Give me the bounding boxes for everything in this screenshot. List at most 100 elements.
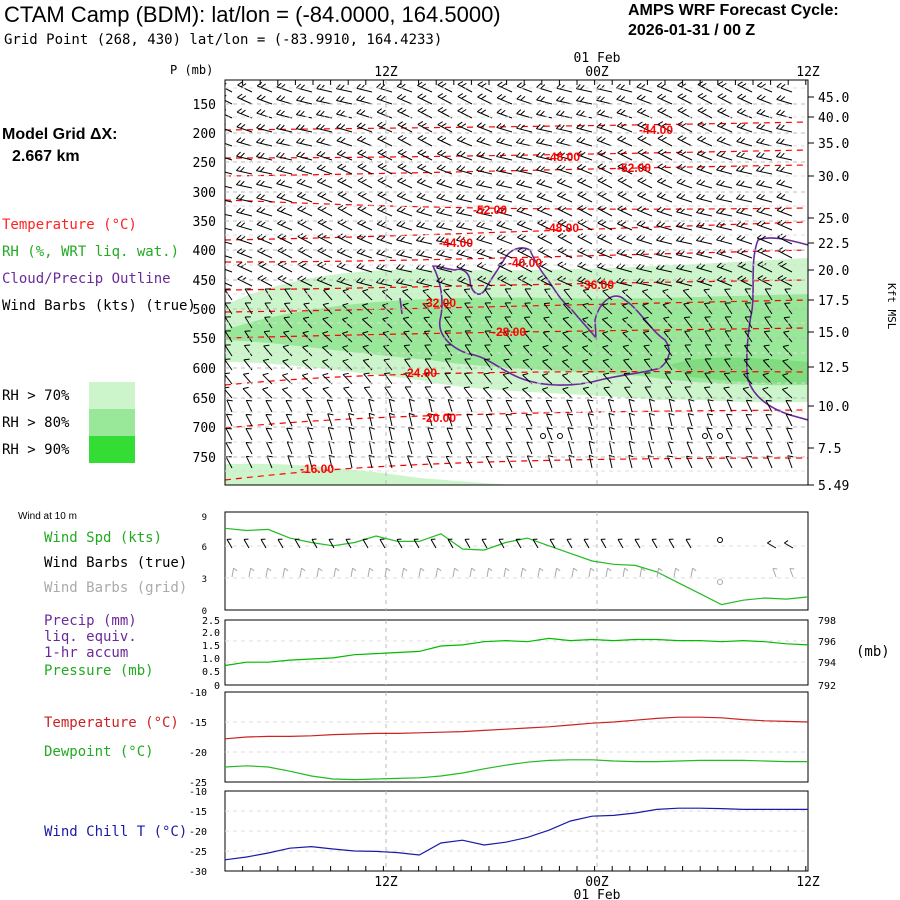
barb-flag (516, 94, 522, 100)
barb-flag (479, 166, 485, 172)
barb-staff (696, 253, 713, 259)
barb-flag (724, 288, 731, 290)
wind-barb (636, 94, 653, 105)
barb-flag (725, 330, 731, 332)
wind-barb (724, 330, 733, 343)
barb-flag (684, 386, 691, 388)
barb-flag (629, 426, 635, 430)
wind-barb (465, 441, 473, 455)
surface-wind-barb (396, 538, 403, 549)
barb-flag (465, 441, 472, 444)
surface-wind-barb (600, 538, 607, 549)
barb-staff (476, 140, 493, 147)
barb-flag (640, 250, 645, 256)
barb-flag (780, 96, 786, 101)
isotherm-label: -48.00 (546, 150, 580, 164)
barb-staff (328, 539, 335, 549)
barb-staff (656, 225, 673, 231)
barb-staff (736, 155, 753, 161)
barb-staff (477, 278, 493, 287)
wind-barb (597, 177, 613, 189)
pressure-tick-label: 450 (193, 274, 216, 289)
barb-staff (437, 138, 453, 147)
barb-staff (256, 127, 273, 133)
barb-flag (340, 235, 347, 240)
barb-staff (402, 304, 413, 315)
isotherm-line (225, 199, 808, 210)
barb-staff (562, 360, 573, 371)
barb-flag (776, 95, 782, 100)
barb-staff (764, 288, 773, 301)
barb-flag (539, 152, 545, 158)
barb-staff (447, 539, 454, 549)
barb-flag (266, 455, 273, 458)
wind-barb (302, 359, 313, 371)
barb-flag (608, 426, 615, 430)
barb-flag (328, 427, 335, 430)
barb-flag (520, 110, 526, 116)
barb-flag (295, 110, 301, 115)
wind-barb (535, 138, 553, 147)
barb-flag (465, 344, 471, 346)
barb-flag (622, 330, 629, 334)
barb-staff (664, 345, 673, 357)
barb-flag (636, 82, 642, 88)
barb-staff (704, 344, 713, 357)
barb-staff (516, 223, 533, 231)
barb-staff (582, 346, 593, 357)
barb-flag (767, 540, 772, 544)
barb-flag (700, 123, 707, 128)
wind-barb (377, 121, 393, 133)
wind-barb (342, 372, 353, 385)
barb-flag (716, 165, 722, 171)
wind-barb (417, 135, 433, 147)
barb-flag (368, 454, 375, 458)
barb-flag (780, 207, 786, 213)
barb-staff (536, 113, 553, 119)
barb-flag (440, 264, 445, 270)
surface-wind-barb-grid (554, 567, 561, 578)
barb-flag (389, 412, 395, 416)
barb-staff (396, 282, 413, 287)
pressure-tick-label-right: 792 (818, 681, 836, 692)
barb-staff (628, 441, 633, 455)
height-tick-label: 20.0 (818, 264, 849, 279)
barb-flag (562, 359, 569, 362)
barb-staff (777, 250, 793, 259)
wind-barb (296, 192, 313, 203)
wind-barb (704, 330, 713, 343)
barb-flag (637, 163, 644, 167)
barb-flag (636, 249, 642, 255)
wind-barb (357, 177, 373, 189)
barb-flag (280, 96, 286, 101)
surface-wind-barb-grid (418, 567, 425, 578)
barb-flag (756, 137, 761, 143)
barb-flag (356, 122, 362, 127)
barb-staff (536, 182, 553, 189)
wind-barb (723, 372, 733, 385)
barb-flag (704, 302, 711, 304)
wind-barb (484, 344, 493, 357)
barb-flag (699, 236, 705, 242)
barb-staff (557, 208, 573, 217)
wind-barb (476, 180, 493, 189)
barb-staff (637, 152, 653, 161)
wind-barb (556, 178, 573, 189)
barb-flag (408, 412, 415, 416)
barb-flag (704, 372, 711, 374)
barb-flag (600, 165, 607, 170)
wind-barb (337, 233, 353, 245)
barb-staff (326, 399, 333, 413)
barb-staff (676, 254, 693, 259)
wind-barb (496, 220, 513, 231)
barb-flag (236, 234, 242, 240)
wind-barb (368, 412, 375, 427)
isotherm-label: -44.00 (639, 123, 673, 137)
pressure-tick-label: 750 (193, 451, 216, 466)
barb-flag (555, 110, 561, 116)
wind-barb (765, 427, 773, 441)
barb-staff (476, 169, 493, 175)
barb-flag (616, 122, 623, 127)
barb-flag (642, 289, 649, 292)
barb-flag (322, 373, 329, 376)
